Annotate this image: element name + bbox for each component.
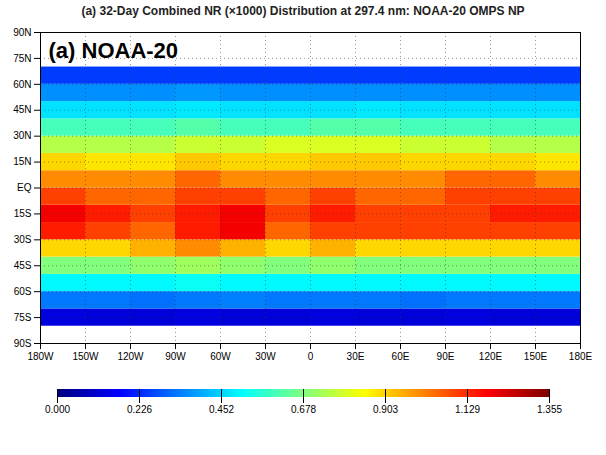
svg-text:90E: 90E <box>437 351 455 362</box>
svg-text:75N: 75N <box>13 53 31 64</box>
svg-text:180E: 180E <box>569 351 593 362</box>
html-text:(a) 32-Day Combined NR (×1000): (a) 32-Day Combined NR (×1000) Distribut… <box>81 4 525 18</box>
svg-text:60W: 60W <box>210 351 231 362</box>
svg-text:75S: 75S <box>14 312 32 323</box>
svg-text:90S: 90S <box>14 338 32 349</box>
svg-text:30S: 30S <box>14 234 32 245</box>
svg-text:45N: 45N <box>13 104 31 115</box>
svg-text:45S: 45S <box>14 260 32 271</box>
svg-text:0.903: 0.903 <box>373 404 398 415</box>
svg-text:30W: 30W <box>255 351 276 362</box>
svg-text:60S: 60S <box>14 286 32 297</box>
svg-text:60E: 60E <box>392 351 410 362</box>
svg-text:0.226: 0.226 <box>127 404 152 415</box>
svg-text:120E: 120E <box>479 351 503 362</box>
svg-text:(a) NOAA-20: (a) NOAA-20 <box>49 38 179 63</box>
svg-text:150W: 150W <box>72 351 99 362</box>
svg-text:EQ: EQ <box>17 182 32 193</box>
svg-text:0.000: 0.000 <box>45 404 70 415</box>
svg-text:180W: 180W <box>27 351 54 362</box>
svg-text:0.678: 0.678 <box>291 404 316 415</box>
svg-text:30N: 30N <box>13 130 31 141</box>
svg-text:15N: 15N <box>13 156 31 167</box>
svg-text:0.452: 0.452 <box>209 404 234 415</box>
svg-text:0: 0 <box>308 351 314 362</box>
svg-text:60N: 60N <box>13 79 31 90</box>
svg-text:120W: 120W <box>117 351 144 362</box>
svg-text:1.355: 1.355 <box>537 404 562 415</box>
svg-text:90N: 90N <box>13 27 31 38</box>
svg-text:15S: 15S <box>14 208 32 219</box>
svg-text:30E: 30E <box>347 351 365 362</box>
svg-text:90W: 90W <box>165 351 186 362</box>
svg-text:150E: 150E <box>524 351 548 362</box>
svg-text:1.129: 1.129 <box>455 404 480 415</box>
